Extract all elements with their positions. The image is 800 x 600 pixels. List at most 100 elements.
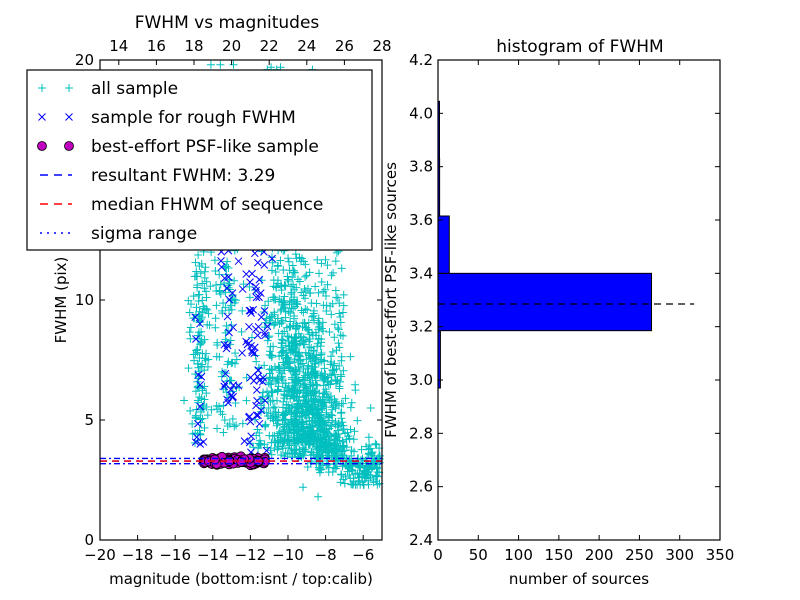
all-sample-point bbox=[283, 332, 292, 341]
rough-sample-point bbox=[227, 391, 236, 400]
all-sample-point bbox=[364, 449, 373, 458]
rough-sample-point bbox=[248, 269, 256, 278]
right-ylabel: FWHM of best-effort PSF-like sources bbox=[382, 162, 400, 438]
all-sample-point bbox=[191, 414, 200, 423]
all-sample-point bbox=[292, 254, 301, 263]
rough-sample-point bbox=[223, 341, 232, 350]
all-sample-point bbox=[277, 286, 286, 295]
all-sample-point bbox=[355, 463, 364, 472]
all-sample-point bbox=[284, 443, 293, 452]
all-sample-point bbox=[206, 60, 215, 69]
all-sample-point bbox=[268, 388, 277, 397]
all-sample-point bbox=[316, 437, 325, 446]
all-sample-point bbox=[302, 271, 311, 280]
all-sample-point bbox=[314, 269, 323, 278]
all-sample-point bbox=[290, 268, 299, 277]
legend-item: sample for rough FWHM bbox=[38, 108, 296, 128]
all-sample-point bbox=[279, 423, 288, 432]
all-sample-point bbox=[267, 379, 276, 388]
all-sample-point bbox=[279, 266, 288, 275]
all-sample-point bbox=[298, 323, 307, 332]
rough-sample-point bbox=[260, 261, 269, 269]
all-sample-point bbox=[267, 386, 276, 395]
all-sample-point bbox=[253, 425, 262, 434]
legend-box bbox=[26, 69, 373, 251]
all-sample-point bbox=[285, 359, 294, 368]
all-sample-point bbox=[231, 296, 240, 305]
top-x-tick-label: 20 bbox=[222, 37, 241, 55]
all-sample-point bbox=[331, 257, 340, 266]
all-sample-point bbox=[265, 347, 274, 356]
rough-sample-point bbox=[263, 322, 272, 331]
all-sample-point bbox=[317, 278, 326, 287]
all-sample-point bbox=[283, 436, 292, 445]
all-sample-point bbox=[202, 304, 211, 313]
all-sample-point bbox=[283, 384, 292, 393]
all-sample-point bbox=[297, 407, 306, 416]
all-sample-point bbox=[318, 318, 327, 327]
all-sample-point bbox=[302, 387, 311, 396]
all-sample-point bbox=[273, 431, 282, 440]
all-sample-point bbox=[224, 281, 233, 290]
all-sample-point bbox=[347, 446, 356, 455]
all-sample-point bbox=[272, 421, 281, 430]
all-sample-point bbox=[281, 313, 290, 322]
all-sample-point bbox=[339, 290, 348, 299]
all-sample-point bbox=[349, 435, 358, 444]
all-sample-point bbox=[213, 405, 222, 414]
all-sample-point bbox=[193, 359, 202, 368]
all-sample-point bbox=[325, 327, 334, 336]
rough-sample-point bbox=[245, 306, 254, 315]
histogram-bar bbox=[437, 215, 450, 274]
all-sample-point bbox=[195, 353, 204, 362]
all-sample-point bbox=[304, 388, 313, 397]
all-sample-point bbox=[283, 272, 292, 281]
rough-sample-point bbox=[246, 306, 255, 315]
all-sample-point bbox=[335, 361, 344, 370]
all-sample-point bbox=[274, 382, 283, 391]
all-sample-point bbox=[314, 455, 323, 464]
all-sample-point bbox=[315, 465, 324, 474]
all-sample-point bbox=[278, 378, 287, 387]
psf-sample-point bbox=[209, 454, 220, 465]
all-sample-point bbox=[340, 479, 349, 488]
all-sample-point bbox=[221, 335, 230, 344]
rough-sample-point bbox=[226, 385, 235, 394]
y-tick-label: 2.6 bbox=[409, 478, 433, 496]
all-sample-point bbox=[317, 355, 326, 364]
all-sample-point bbox=[281, 383, 290, 392]
all-sample-point bbox=[194, 290, 203, 299]
all-sample-point bbox=[314, 325, 323, 334]
all-sample-point bbox=[331, 397, 340, 406]
all-sample-point bbox=[280, 366, 289, 375]
all-sample-point bbox=[324, 393, 333, 402]
legend-item: sigma range bbox=[40, 224, 197, 244]
all-sample-point bbox=[203, 362, 212, 371]
all-sample-point bbox=[306, 378, 315, 387]
all-sample-point bbox=[364, 433, 373, 442]
all-sample-point bbox=[328, 299, 337, 308]
rough-sample-point bbox=[252, 401, 260, 410]
all-sample-point bbox=[186, 323, 195, 332]
all-sample-point bbox=[368, 448, 377, 457]
all-sample-point bbox=[191, 350, 200, 359]
all-sample-point bbox=[315, 389, 324, 398]
rough-sample-point bbox=[225, 295, 234, 304]
all-sample-point bbox=[195, 261, 204, 270]
all-sample-point bbox=[202, 277, 211, 286]
all-sample-point bbox=[320, 364, 329, 373]
all-sample-point bbox=[210, 256, 219, 265]
y-tick-label: 3.6 bbox=[409, 211, 433, 229]
all-sample-point bbox=[317, 335, 326, 344]
all-sample-point bbox=[198, 360, 207, 369]
left-xlabel: magnitude (bottom:isnt / top:calib) bbox=[109, 570, 373, 588]
all-sample-point bbox=[297, 306, 306, 315]
all-sample-point bbox=[193, 283, 202, 292]
all-sample-point bbox=[280, 415, 289, 424]
rough-sample-point bbox=[252, 411, 261, 420]
all-sample-point bbox=[337, 470, 346, 479]
all-sample-point bbox=[291, 319, 300, 328]
legend-label: median FHWM of sequence bbox=[91, 195, 323, 215]
all-sample-point bbox=[314, 323, 323, 332]
all-sample-point bbox=[364, 465, 373, 474]
